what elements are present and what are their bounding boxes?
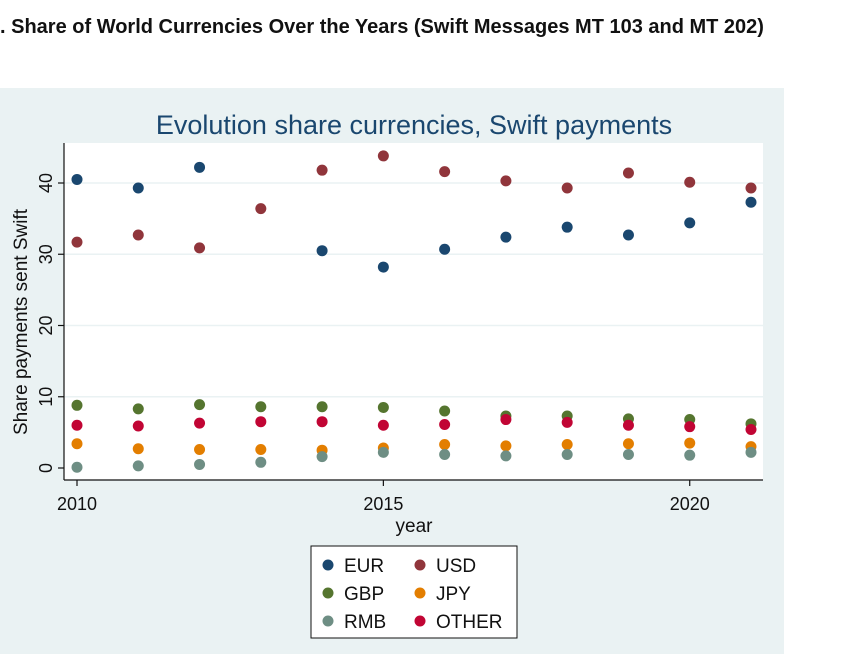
legend-marker-eur [322, 559, 334, 571]
point-jpy [194, 443, 206, 455]
point-other [439, 419, 451, 431]
point-jpy [561, 438, 573, 450]
point-usd [255, 203, 267, 215]
point-usd [561, 182, 573, 194]
point-rmb [561, 448, 573, 460]
point-other [500, 414, 512, 426]
point-rmb [316, 451, 328, 463]
x-tick-label: 2015 [363, 494, 403, 514]
point-rmb [439, 448, 451, 460]
data-points [71, 150, 757, 473]
point-other [132, 420, 144, 432]
point-eur [684, 217, 696, 229]
y-tick-label: 40 [36, 173, 56, 193]
y-axis-title: Share payments sent Swift [11, 208, 32, 435]
point-rmb [132, 460, 144, 472]
point-usd [316, 164, 328, 176]
y-tick-label: 30 [36, 244, 56, 264]
legend-label-usd: USD [436, 556, 476, 577]
point-jpy [71, 438, 83, 450]
point-usd [745, 182, 757, 194]
chart-title: Evolution share currencies, Swift paymen… [156, 110, 672, 140]
point-rmb [255, 456, 267, 468]
point-other [561, 416, 573, 428]
chart-panel: 0 10 20 30 40 2010 2015 2020 Evolution share cu… [0, 88, 784, 654]
point-eur [561, 221, 573, 233]
point-usd [684, 176, 696, 188]
point-other [377, 419, 389, 431]
legend-label-other: OTHER [436, 612, 503, 633]
point-other [255, 416, 267, 428]
y-tick-label: 10 [36, 387, 56, 407]
point-other [684, 421, 696, 433]
point-rmb [684, 449, 696, 461]
point-rmb [622, 448, 634, 460]
point-rmb [500, 450, 512, 462]
point-gbp [71, 399, 83, 411]
point-eur [500, 231, 512, 243]
legend: EUR USD GBP JPY RMB OTHER [310, 545, 518, 639]
point-jpy [622, 438, 634, 450]
point-usd [500, 175, 512, 187]
legend-label-jpy: JPY [436, 584, 471, 605]
grid-lines [64, 182, 763, 398]
point-jpy [500, 440, 512, 452]
point-gbp [194, 399, 206, 411]
point-gbp [255, 401, 267, 413]
figure-heading: . Share of World Currencies Over the Yea… [0, 16, 764, 38]
point-eur [194, 161, 206, 173]
point-gbp [132, 403, 144, 415]
point-rmb [745, 446, 757, 458]
legend-marker-other [414, 615, 426, 627]
legend-marker-gbp [322, 587, 334, 599]
point-usd [132, 229, 144, 241]
legend-box [310, 545, 518, 639]
point-eur [132, 182, 144, 194]
point-usd [71, 236, 83, 248]
x-axis-title: year [396, 516, 434, 537]
plot-area [64, 143, 763, 480]
point-usd [194, 242, 206, 254]
point-other [194, 417, 206, 429]
point-eur [316, 245, 328, 257]
point-eur [745, 196, 757, 208]
point-eur [377, 261, 389, 273]
y-tick-label: 20 [36, 315, 56, 335]
legend-marker-jpy [414, 587, 426, 599]
x-tick-label: 2010 [57, 494, 97, 514]
point-jpy [255, 443, 267, 455]
legend-label-rmb: RMB [344, 612, 386, 633]
axes: 0 10 20 30 40 2010 2015 2020 [36, 143, 763, 514]
point-eur [622, 229, 634, 241]
point-other [71, 419, 83, 431]
point-usd [622, 167, 634, 179]
y-tick-label: 0 [36, 463, 56, 473]
point-gbp [377, 401, 389, 413]
legend-marker-rmb [322, 615, 334, 627]
point-gbp [439, 405, 451, 417]
legend-label-eur: EUR [344, 556, 384, 577]
legend-label-gbp: GBP [344, 584, 384, 605]
point-jpy [132, 443, 144, 455]
point-jpy [439, 438, 451, 450]
point-rmb [377, 446, 389, 458]
point-other [622, 419, 634, 431]
point-rmb [71, 461, 83, 473]
point-other [745, 424, 757, 436]
point-usd [377, 150, 389, 162]
scatter-chart: 0 10 20 30 40 2010 2015 2020 Evolution share cu… [11, 110, 763, 639]
point-eur [439, 243, 451, 255]
legend-marker-usd [414, 559, 426, 571]
point-other [316, 416, 328, 428]
point-gbp [316, 401, 328, 413]
point-rmb [194, 458, 206, 470]
point-jpy [684, 437, 696, 449]
x-tick-label: 2020 [670, 494, 710, 514]
point-usd [439, 166, 451, 178]
point-eur [71, 173, 83, 185]
